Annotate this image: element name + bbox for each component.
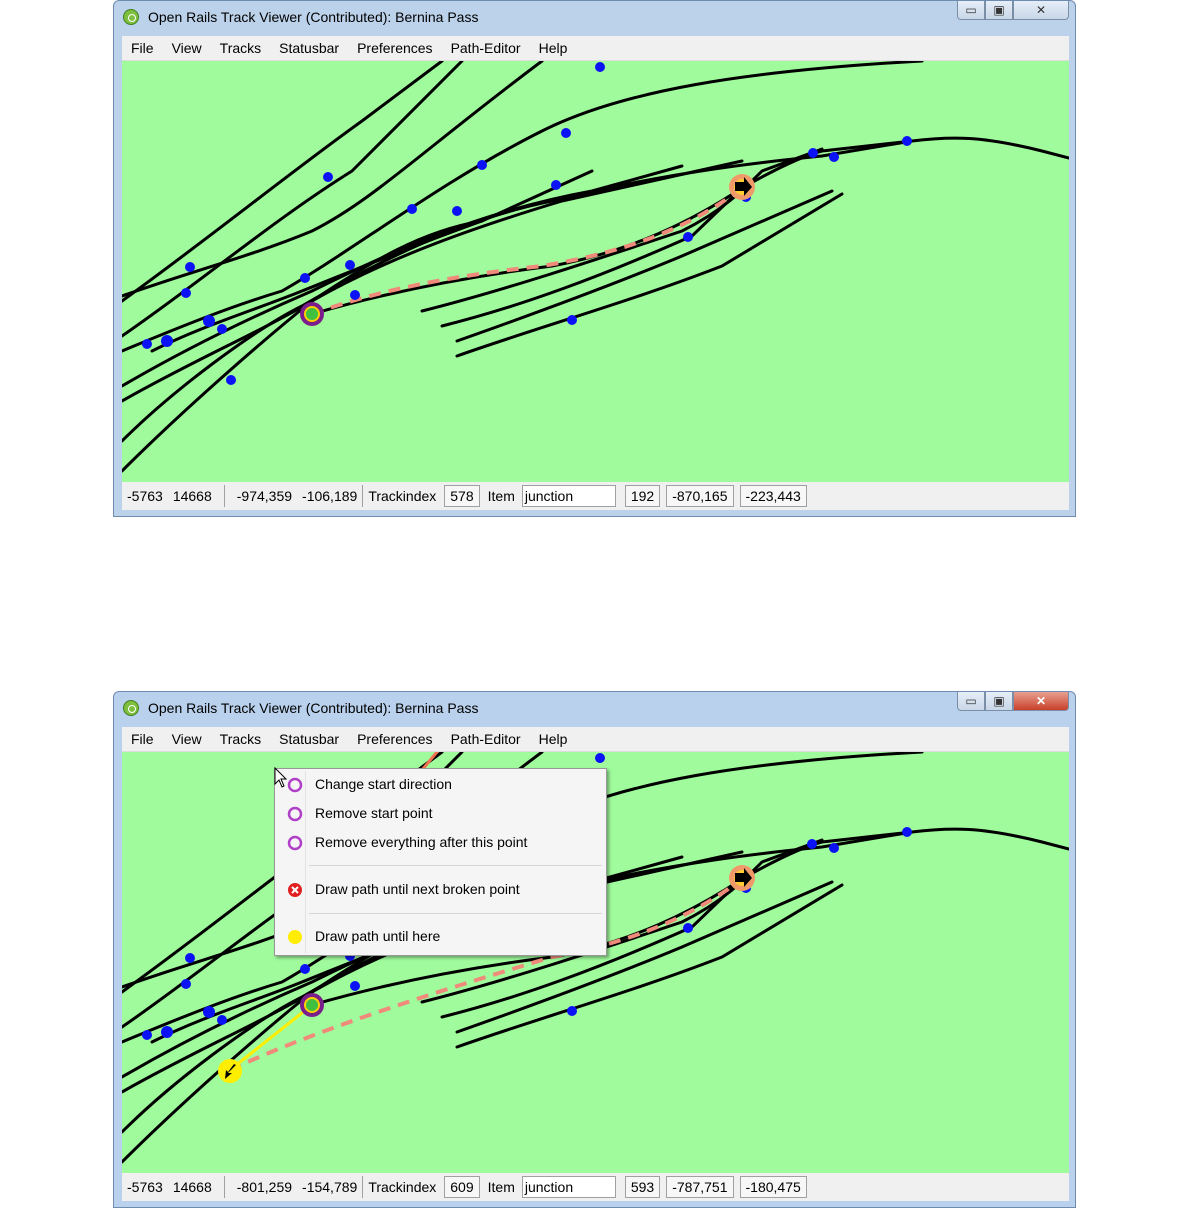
- planned-path: [229, 877, 744, 1072]
- item-label: Item: [487, 488, 515, 504]
- menu-item-draw-until-here[interactable]: Draw path until here: [277, 924, 604, 950]
- menu-gutter: [305, 771, 306, 953]
- menu-item-label: Remove everything after this point: [315, 834, 528, 850]
- menu-separator: [309, 865, 602, 866]
- tile-x: -5763: [127, 1179, 163, 1195]
- window-controls: ▭ ▣ ✕: [957, 1, 1069, 21]
- menu-statusbar[interactable]: Statusbar: [279, 40, 340, 56]
- item-z: -180,475: [739, 1176, 807, 1198]
- item-type-field: junction: [521, 485, 616, 507]
- item-x: -787,751: [666, 1176, 734, 1198]
- status-bar: -5763 14668 -974,359 -106,189 Trackindex…: [122, 482, 1069, 510]
- mouse-cursor-icon: [274, 767, 288, 788]
- minimize-button[interactable]: ▭: [957, 1, 985, 20]
- menu-preferences[interactable]: Preferences: [357, 731, 433, 747]
- planned-path: [311, 186, 744, 316]
- minimize-button[interactable]: ▭: [957, 692, 985, 711]
- menu-tracks[interactable]: Tracks: [219, 731, 262, 747]
- menu-item-label: Draw path until next broken point: [315, 881, 520, 897]
- location-z: -106,189: [297, 485, 364, 507]
- menu-item-remove-everything-after[interactable]: Remove everything after this point: [277, 830, 604, 856]
- window-title: Open Rails Track Viewer (Contributed): B…: [148, 9, 479, 25]
- track-viewer-window: Open Rails Track Viewer (Contributed): B…: [113, 0, 1076, 517]
- track-lines: [122, 61, 1069, 473]
- menu-help[interactable]: Help: [538, 731, 568, 747]
- menu-path-editor[interactable]: Path-Editor: [450, 731, 521, 747]
- start-point-marker: [300, 993, 324, 1017]
- window-controls: ▭ ▣ ✕: [957, 692, 1069, 712]
- trackindex-value: 609: [444, 1176, 480, 1198]
- window-title: Open Rails Track Viewer (Contributed): B…: [148, 700, 479, 716]
- title-bar[interactable]: Open Rails Track Viewer (Contributed): B…: [114, 692, 1075, 726]
- item-x: -870,165: [666, 485, 734, 507]
- purple-ring-icon: [287, 806, 303, 822]
- item-label: Item: [487, 1179, 515, 1195]
- location-x: -974,359: [236, 488, 293, 504]
- menu-view[interactable]: View: [171, 40, 202, 56]
- menu-bar: File View Tracks Statusbar Preferences P…: [122, 727, 1069, 752]
- start-point-marker: [300, 302, 324, 326]
- trackindex-label: Trackindex: [368, 1179, 437, 1195]
- menu-item-label: Remove start point: [315, 805, 433, 821]
- menu-file[interactable]: File: [131, 40, 154, 56]
- track-map-canvas[interactable]: [122, 61, 1069, 482]
- maximize-button[interactable]: ▣: [985, 692, 1013, 711]
- item-type-field: junction: [521, 1176, 616, 1198]
- draw-path-segment: [229, 1003, 313, 1072]
- trackindex-value: 578: [444, 485, 480, 507]
- item-z: -223,443: [739, 485, 807, 507]
- menu-item-label: Change start direction: [315, 776, 452, 792]
- status-bar: -5763 14668 -801,259 -154,789 Trackindex…: [122, 1173, 1069, 1201]
- location-x: -801,259: [236, 1179, 293, 1195]
- menu-path-editor[interactable]: Path-Editor: [450, 40, 521, 56]
- close-button[interactable]: ✕: [1013, 692, 1069, 711]
- end-point-marker: [729, 174, 755, 200]
- purple-ring-icon: [287, 777, 303, 793]
- tile-z: 14668: [168, 1176, 225, 1198]
- menu-statusbar[interactable]: Statusbar: [279, 731, 340, 747]
- menu-item-draw-until-broken[interactable]: Draw path until next broken point: [277, 877, 604, 903]
- junction-nodes: [142, 62, 912, 385]
- app-icon: [123, 9, 139, 25]
- menu-tracks[interactable]: Tracks: [219, 40, 262, 56]
- path-context-menu: Change start direction Remove start poin…: [274, 768, 607, 956]
- tile-z: 14668: [168, 485, 225, 507]
- end-point-marker: [729, 865, 755, 891]
- draw-here-marker: [218, 1059, 242, 1083]
- menu-view[interactable]: View: [171, 731, 202, 747]
- menu-item-label: Draw path until here: [315, 928, 441, 944]
- title-bar[interactable]: Open Rails Track Viewer (Contributed): B…: [114, 1, 1075, 35]
- item-index: 593: [624, 1176, 661, 1198]
- menu-preferences[interactable]: Preferences: [357, 40, 433, 56]
- trackindex-label: Trackindex: [368, 488, 437, 504]
- track-map[interactable]: [122, 61, 1069, 482]
- app-icon: [123, 700, 139, 716]
- menu-separator: [309, 913, 602, 914]
- maximize-button[interactable]: ▣: [985, 1, 1013, 20]
- close-button[interactable]: ✕: [1013, 1, 1069, 20]
- yellow-dot-icon: [288, 930, 302, 944]
- item-index: 192: [624, 485, 661, 507]
- menu-bar: File View Tracks Statusbar Preferences P…: [122, 36, 1069, 61]
- red-broken-icon: [288, 883, 302, 897]
- location-z: -154,789: [297, 1176, 364, 1198]
- purple-ring-icon: [287, 835, 303, 851]
- menu-item-remove-start-point[interactable]: Remove start point: [277, 801, 604, 827]
- tile-x: -5763: [127, 488, 163, 504]
- menu-file[interactable]: File: [131, 731, 154, 747]
- menu-item-change-start-direction[interactable]: Change start direction: [277, 772, 604, 798]
- menu-help[interactable]: Help: [538, 40, 568, 56]
